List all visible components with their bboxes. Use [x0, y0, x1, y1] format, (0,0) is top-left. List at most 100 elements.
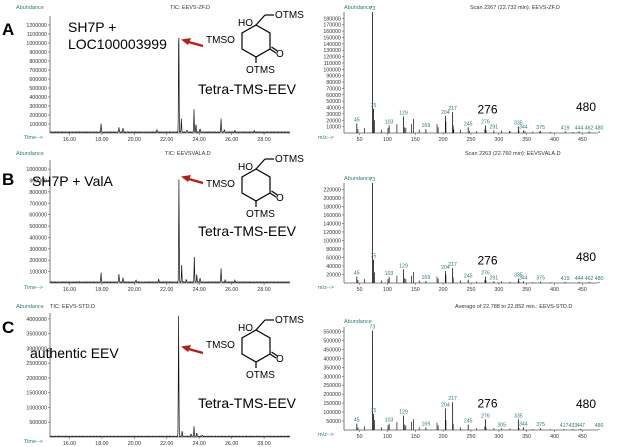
b-tic-xtick-label: 20.00 — [128, 287, 141, 293]
c-ms-ytick-label: 550000 — [323, 329, 341, 335]
c-ms-xtick-label: 250 — [467, 434, 476, 440]
c-ms-peak-label: 433 — [569, 423, 578, 429]
a-ms-ytick-label: 120000 — [323, 55, 341, 61]
structure-b: OTMS HO TMSO O OTMS — [206, 154, 304, 220]
b-tic-ylabel: Abundance — [16, 151, 44, 157]
c-ms-ytick-label: 150000 — [323, 401, 341, 407]
a-ms-peak-label: 129 — [399, 110, 408, 116]
a-ms-ytick-label: 100000 — [323, 67, 341, 73]
structure-a: OTMS HO TMSO O OTMS — [206, 10, 304, 76]
b-ms-ytick-label: 160000 — [323, 213, 341, 219]
a-ms-annotation-480: 480 — [576, 100, 596, 114]
sample-label-c-line1: authentic EEV — [30, 345, 119, 361]
b-ms-ytick-label: 220000 — [323, 187, 341, 193]
c-tic-ytick-label: 1000000 — [26, 405, 47, 411]
a-ms-peak-label: 169 — [422, 123, 431, 129]
panel-letter-a: A — [2, 20, 14, 39]
a-ms-title: Scan 2267 (22.732 min): EEVS-ZF.D — [470, 5, 560, 11]
a-ms-ytick-label: 140000 — [323, 42, 341, 48]
sample-label-a-line2: LOC100003999 — [68, 36, 167, 52]
a-ms-peak-label: 444 — [575, 125, 584, 131]
a-ms-peak-label: 45 — [354, 117, 360, 123]
a-tic-ytick-label: 900000 — [29, 50, 47, 56]
b-ms-peak-label: 217 — [448, 262, 457, 268]
b-tic-xtick-label: 26.00 — [225, 287, 238, 293]
b-tic-ytick-label: 700000 — [29, 201, 47, 207]
b-ms-peak-label: 245 — [464, 274, 473, 280]
c-ms-peak-label: 276 — [481, 413, 490, 419]
b-tic-ytick-label: 800000 — [29, 190, 47, 196]
panel-letter-c: C — [2, 318, 14, 337]
c-ms-ylabel: Abundance — [344, 319, 372, 325]
c-tic-title: TIC: EEVS-STD.D — [50, 304, 95, 310]
c-tic-ytick-label: 500000 — [29, 420, 47, 426]
a-ms-peak-label: 276 — [481, 119, 490, 125]
b-ms-ytick-label: 180000 — [323, 204, 341, 210]
b-ms-xtick-label: 350 — [522, 287, 531, 293]
b-ms-peak-label: 419 — [561, 276, 570, 282]
a-tic-ylabel: Abundance — [16, 5, 44, 11]
c-tic-xtick-label: 22.00 — [160, 441, 173, 447]
c-ms-peak-label: 75 — [371, 408, 377, 414]
b-tic-title: TIC: EEVSVALA.D — [165, 151, 211, 157]
a-ms-peak-label: 375 — [536, 125, 545, 131]
a-ms-peak-label: 462 — [585, 125, 594, 131]
a-tic-ytick-label: 300000 — [29, 104, 47, 110]
b-ms-title: Scan 2263 (22.760 min): EEVSVALA.D — [465, 151, 561, 157]
c-ms-title: Average of 22.788 to 22.852 min.: EEVS-S… — [455, 304, 572, 310]
b-ms-annotation-276: 276 — [477, 254, 497, 268]
b-ms-peak-label: 45 — [354, 271, 360, 277]
peak-arrow-c-head — [181, 345, 191, 352]
b-tic-xlabel: Time--> — [24, 285, 43, 291]
struct-ho-b: HO — [238, 162, 253, 173]
b-tic-ytick-label: 500000 — [29, 224, 47, 230]
b-tic-ytick-label: 100000 — [29, 270, 47, 276]
c-ms-xtick-label: 350 — [522, 434, 531, 440]
b-ms-ytick-label: 40000 — [326, 264, 341, 270]
a-ms-ytick-label: 50000 — [326, 99, 341, 105]
b-ms-peak-label: 462 — [585, 276, 594, 282]
a-ms-xtick-label: 450 — [578, 137, 587, 143]
a-ms-ytick-label: 180000 — [323, 16, 341, 22]
a-tic-xlabel: Time--> — [24, 135, 43, 141]
c-tic-ytick-label: 3500000 — [26, 332, 47, 338]
tic-chart-b: TIC: EEVSVALA.D Abundance Time--> 100000 200… — [16, 151, 290, 293]
c-ms-peak-label: 480 — [595, 423, 604, 429]
struct-bottom-c: OTMS — [246, 370, 275, 381]
c-ms-ytick-label: 400000 — [323, 356, 341, 362]
struct-top-b: OTMS — [275, 154, 304, 165]
struct-ho-a: HO — [238, 18, 253, 29]
a-ms-xtick-label: 50 — [357, 137, 363, 143]
b-ms-ytick-label: 120000 — [323, 230, 341, 236]
a-ms-ytick-label: 20000 — [326, 118, 341, 124]
a-tic-ytick-label: 1000000 — [26, 41, 47, 47]
structure-c: OTMS HO TMSO O OTMS — [206, 315, 304, 381]
a-tic-ytick-label: 700000 — [29, 68, 47, 74]
b-ms-xtick-label: 400 — [550, 287, 559, 293]
c-ms-ytick-label: 500000 — [323, 338, 341, 344]
a-ms-ytick-label: 90000 — [326, 74, 341, 80]
c-tic-ytick-label: 2000000 — [26, 376, 47, 382]
struct-ho-c: HO — [238, 323, 253, 334]
c-ms-peak-label: 217 — [448, 396, 457, 402]
a-ms-xtick-label: 100 — [383, 137, 392, 143]
a-ms-peak-label: 217 — [448, 106, 457, 112]
a-ms-peak-label: 291 — [490, 124, 499, 130]
a-ms-ytick-label: 130000 — [323, 48, 341, 54]
c-tic-ylabel: Abundance — [16, 304, 44, 310]
b-ms-ytick-label: 80000 — [326, 247, 341, 253]
c-ms-ytick-label: 50000 — [326, 419, 341, 425]
c-ms-ytick-label: 300000 — [323, 374, 341, 380]
struct-oxo-c: O — [276, 354, 284, 365]
a-ms-peak-label: 480 — [595, 125, 604, 131]
b-ms-peak-label: 291 — [490, 275, 499, 281]
compound-label-c: Tetra-TMS-EEV — [198, 395, 297, 411]
c-ms-peak-label: 45 — [354, 418, 360, 424]
b-ms-peak-label: 335 — [514, 273, 523, 279]
b-tic-ytick-label: 600000 — [29, 213, 47, 219]
a-ms-ytick-label: 40000 — [326, 106, 341, 112]
peak-arrow-b-head — [181, 175, 191, 182]
a-tic-xtick-label: 24.00 — [193, 137, 206, 143]
b-tic-ytick-label: 900000 — [29, 179, 47, 185]
b-tic-xtick-label: 28.00 — [257, 287, 270, 293]
